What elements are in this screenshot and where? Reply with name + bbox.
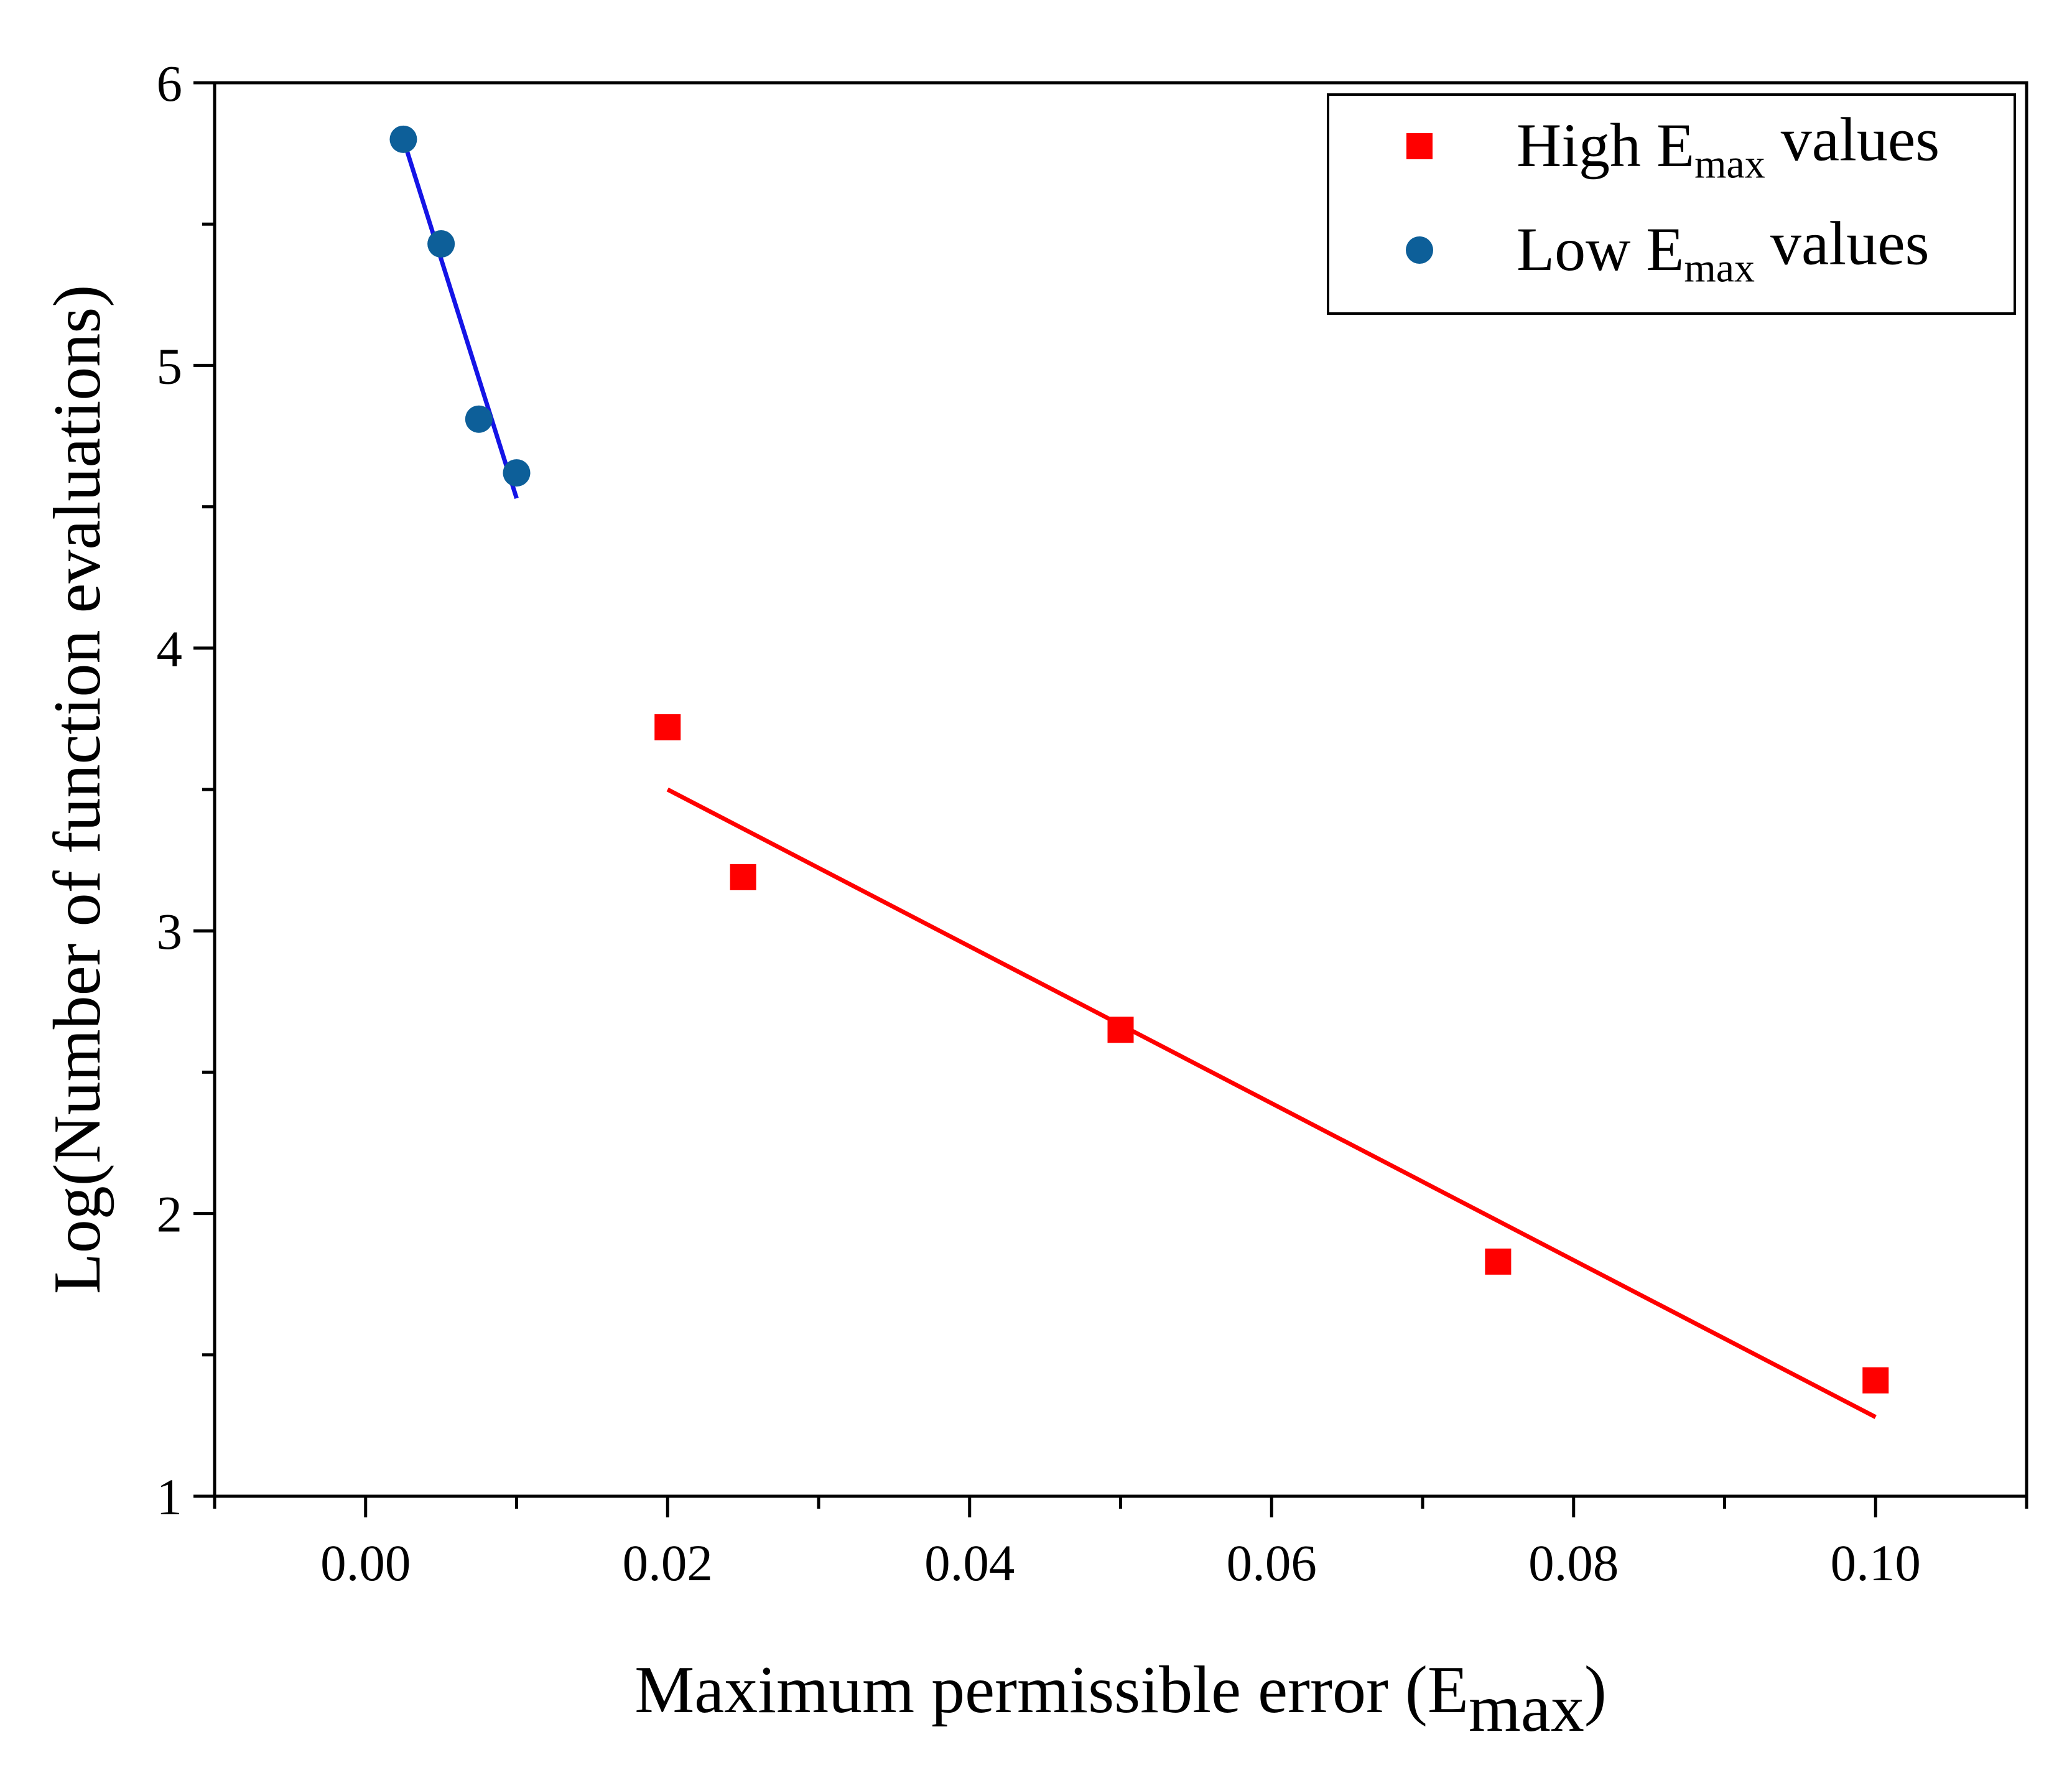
y-tick-label: 2 — [157, 1186, 183, 1243]
y-tick-label: 3 — [157, 903, 183, 960]
x-tick-label: 0.00 — [320, 1534, 411, 1591]
x-tick-label: 0.06 — [1227, 1534, 1317, 1591]
legend: High Emax values Low Emax values — [1327, 93, 2016, 315]
x-tick-label: 0.08 — [1528, 1534, 1619, 1591]
x-tick-label: 0.02 — [623, 1534, 713, 1591]
axes: 0.00 0.02 0.04 0.06 0.08 0.10 1 2 3 4 5 6 — [157, 55, 2028, 1591]
legend-box — [1327, 93, 2016, 315]
legend-low-marker — [1406, 236, 1433, 264]
axis-titles: Maximum permissible error (Emax) Log(Numb… — [40, 285, 1607, 1746]
high-emax-point — [730, 864, 756, 890]
high-emax-point — [1862, 1367, 1889, 1394]
legend-high-marker — [1406, 133, 1433, 159]
legend-low-label: Low Emax values — [1517, 208, 1930, 291]
y-tick-label: 1 — [157, 1468, 183, 1525]
x-tick-label: 0.10 — [1831, 1534, 1921, 1591]
y-tick-label: 6 — [157, 55, 183, 112]
high-emax-fit-line — [666, 787, 1877, 1419]
y-axis-title: Log(Number of function evaluations) — [40, 285, 114, 1295]
y-tick-label: 5 — [157, 337, 183, 394]
high-emax-point — [1485, 1248, 1512, 1275]
x-tick-label: 0.04 — [924, 1534, 1015, 1591]
low-emax-point — [427, 230, 455, 258]
high-emax-point — [654, 714, 681, 741]
legend-high-label: High Emax values — [1517, 105, 1940, 187]
x-axis-title: Maximum permissible error (Emax) — [634, 1653, 1607, 1746]
markers — [389, 125, 1889, 1394]
low-emax-point — [503, 459, 531, 487]
low-emax-point — [465, 405, 493, 433]
low-emax-fit-line — [401, 138, 519, 500]
y-tick-label: 4 — [157, 620, 183, 678]
high-emax-point — [1107, 1017, 1134, 1043]
fit-lines — [401, 138, 1877, 1419]
low-emax-point — [389, 125, 417, 153]
